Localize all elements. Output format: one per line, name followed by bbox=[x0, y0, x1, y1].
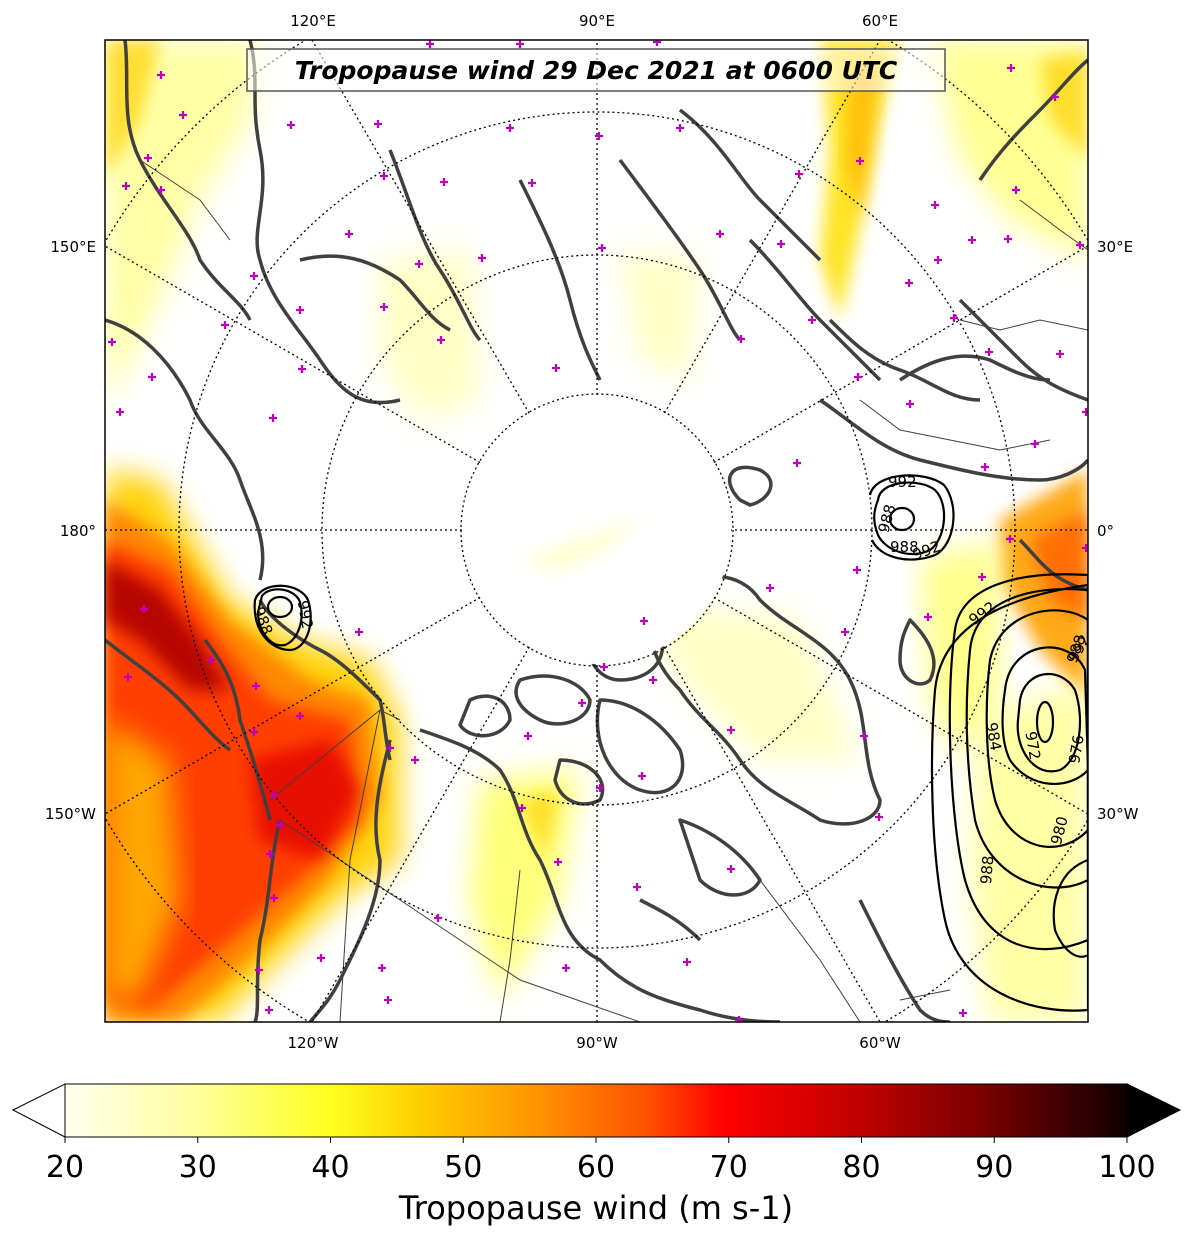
longitude-labels: 120°E 90°E 60°E 120°W 90°W 60°W 150°E 18… bbox=[45, 12, 1139, 1052]
title-text: Tropopause wind 29 Dec 2021 at 0600 UTC bbox=[295, 56, 898, 85]
contour-label: 992 bbox=[294, 599, 317, 630]
lon-label-right: 30°W bbox=[1097, 805, 1139, 823]
colorbar-tick-label: 30 bbox=[179, 1150, 217, 1185]
colorbar-ticks: 20 30 40 50 60 70 80 90 100 bbox=[46, 1137, 1156, 1185]
colorbar-tick-label: 100 bbox=[1098, 1150, 1155, 1185]
lon-label-right: 30°E bbox=[1097, 238, 1133, 256]
colorbar-label: Tropopause wind (m s-1) bbox=[398, 1189, 793, 1227]
pressure-contours bbox=[253, 474, 1088, 1012]
wind-shading bbox=[105, 40, 1088, 1022]
map-title: Tropopause wind 29 Dec 2021 at 0600 UTC bbox=[246, 48, 946, 92]
station-markers bbox=[108, 40, 1088, 1022]
colorbar-tick-label: 90 bbox=[975, 1150, 1013, 1185]
lon-label-right: 0° bbox=[1097, 522, 1114, 540]
contour-label: 976 bbox=[1065, 734, 1088, 765]
contour-label: 992 bbox=[888, 473, 917, 491]
lon-label-bottom: 90°W bbox=[576, 1034, 618, 1052]
colorbar-extend-max bbox=[1126, 1083, 1182, 1138]
lon-label-bottom: 60°W bbox=[859, 1034, 901, 1052]
colorbar-gradient bbox=[64, 1083, 1128, 1138]
lon-label-bottom: 120°W bbox=[288, 1034, 339, 1052]
lon-label-left: 150°W bbox=[45, 805, 96, 823]
contour-label: 988 bbox=[890, 538, 919, 556]
lon-label-top: 90°E bbox=[579, 12, 615, 30]
map-frame bbox=[104, 39, 1089, 1023]
colorbar-tick-label: 20 bbox=[46, 1150, 84, 1185]
colorbar-tick-label: 50 bbox=[444, 1150, 482, 1185]
colorbar-tick-label: 40 bbox=[311, 1150, 349, 1185]
lon-label-top: 120°E bbox=[290, 12, 336, 30]
contour-label: 972 bbox=[1021, 730, 1044, 761]
country-borders bbox=[139, 159, 1088, 1022]
colorbar-extend-min bbox=[11, 1083, 66, 1138]
contour-label: 988 bbox=[977, 855, 997, 885]
colorbar-tick-label: 80 bbox=[842, 1150, 880, 1185]
lon-label-left: 180° bbox=[60, 522, 96, 540]
colorbar: 20 30 40 50 60 70 80 90 100 Tropopause wind (m s… bbox=[11, 1083, 1182, 1227]
colorbar-tick-label: 70 bbox=[710, 1150, 748, 1185]
map-plot-area: 992 988 988 992 992 988 992 992 988 984 … bbox=[105, 40, 1088, 1022]
contour-label: 984 bbox=[982, 721, 1005, 752]
lon-label-left: 150°E bbox=[50, 238, 96, 256]
colorbar-tick-label: 60 bbox=[577, 1150, 615, 1185]
lon-label-top: 60°E bbox=[862, 12, 898, 30]
